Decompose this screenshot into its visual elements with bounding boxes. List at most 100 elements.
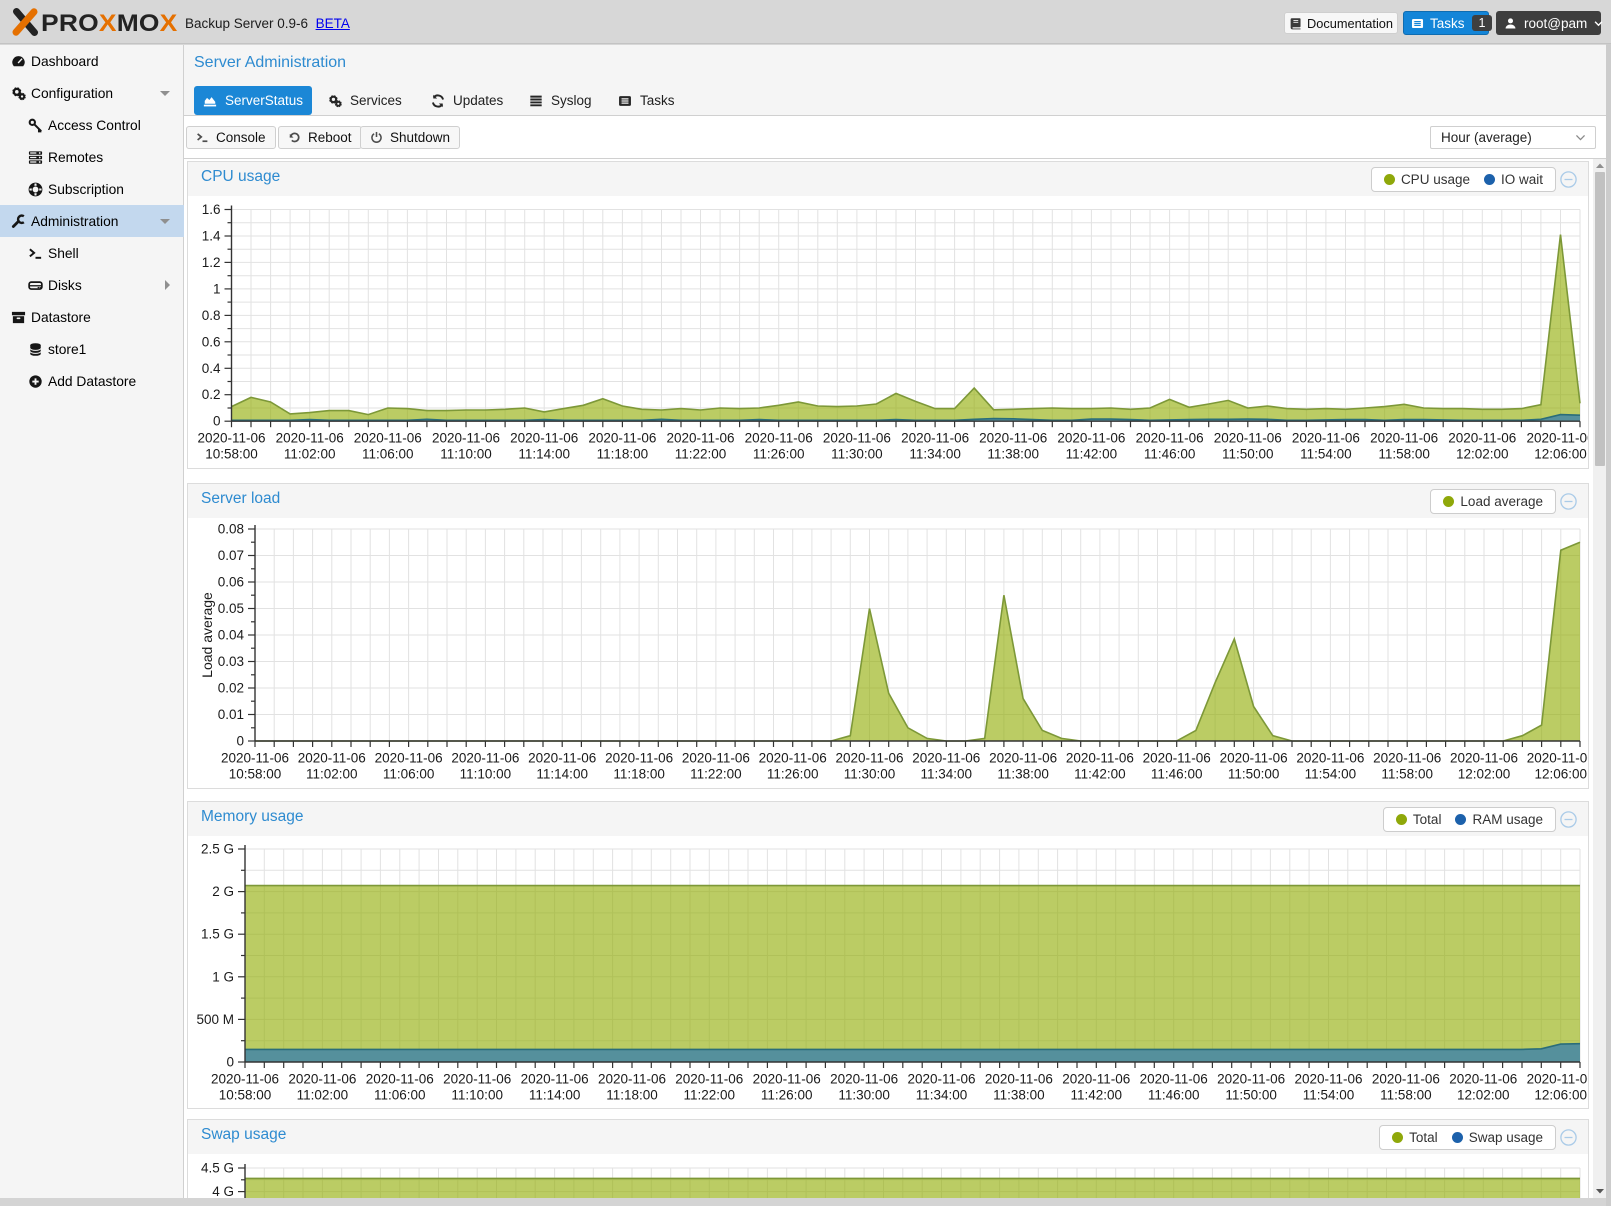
svg-text:11:34:00: 11:34:00 xyxy=(909,447,961,462)
svg-text:10:58:00: 10:58:00 xyxy=(205,447,258,462)
svg-text:2020-11-06: 2020-11-06 xyxy=(588,431,656,446)
svg-text:2020-11-06: 2020-11-06 xyxy=(521,1072,589,1087)
svg-text:11:18:00: 11:18:00 xyxy=(606,1088,658,1103)
svg-text:0.8: 0.8 xyxy=(202,308,221,323)
svg-text:0.06: 0.06 xyxy=(218,575,244,590)
svg-text:2020-11-06: 2020-11-06 xyxy=(221,751,289,766)
svg-text:0.02: 0.02 xyxy=(218,681,244,696)
svg-text:2020-11-06: 2020-11-06 xyxy=(901,431,969,446)
svg-text:11:10:00: 11:10:00 xyxy=(460,767,512,782)
svg-text:2020-11-06: 2020-11-06 xyxy=(1526,431,1588,446)
svg-text:2020-11-06: 2020-11-06 xyxy=(298,751,366,766)
svg-text:2020-11-06: 2020-11-06 xyxy=(1292,431,1360,446)
svg-text:1: 1 xyxy=(213,281,221,296)
svg-text:2020-11-06: 2020-11-06 xyxy=(979,431,1047,446)
svg-text:11:58:00: 11:58:00 xyxy=(1378,447,1430,462)
svg-text:0.08: 0.08 xyxy=(218,522,244,537)
svg-text:0.03: 0.03 xyxy=(218,654,244,669)
svg-text:11:02:00: 11:02:00 xyxy=(297,1088,349,1103)
svg-text:0: 0 xyxy=(226,1055,234,1070)
svg-text:1.6: 1.6 xyxy=(202,202,221,217)
svg-text:2020-11-06: 2020-11-06 xyxy=(830,1072,898,1087)
svg-text:12:06:00: 12:06:00 xyxy=(1534,1088,1587,1103)
svg-text:2020-11-06: 2020-11-06 xyxy=(1062,1072,1130,1087)
svg-text:2020-11-06: 2020-11-06 xyxy=(528,751,596,766)
svg-text:11:22:00: 11:22:00 xyxy=(684,1088,736,1103)
svg-text:2020-11-06: 2020-11-06 xyxy=(432,431,500,446)
svg-text:2020-11-06: 2020-11-06 xyxy=(682,751,750,766)
svg-text:2020-11-06: 2020-11-06 xyxy=(675,1072,743,1087)
svg-text:11:06:00: 11:06:00 xyxy=(362,447,414,462)
svg-text:11:10:00: 11:10:00 xyxy=(451,1088,503,1103)
svg-text:0: 0 xyxy=(213,414,221,429)
svg-text:2020-11-06: 2020-11-06 xyxy=(276,431,344,446)
svg-text:0.07: 0.07 xyxy=(218,548,244,563)
svg-text:11:30:00: 11:30:00 xyxy=(838,1088,890,1103)
svg-text:11:54:00: 11:54:00 xyxy=(1303,1088,1355,1103)
svg-text:11:50:00: 11:50:00 xyxy=(1225,1088,1277,1103)
svg-text:11:06:00: 11:06:00 xyxy=(383,767,435,782)
svg-text:11:02:00: 11:02:00 xyxy=(306,767,358,782)
svg-text:11:02:00: 11:02:00 xyxy=(284,447,336,462)
svg-text:2020-11-06: 2020-11-06 xyxy=(759,751,827,766)
svg-text:11:26:00: 11:26:00 xyxy=(761,1088,813,1103)
svg-text:11:42:00: 11:42:00 xyxy=(1074,767,1126,782)
svg-text:2020-11-06: 2020-11-06 xyxy=(1220,751,1288,766)
svg-text:12:02:00: 12:02:00 xyxy=(1456,447,1509,462)
svg-text:11:10:00: 11:10:00 xyxy=(440,447,492,462)
svg-text:11:46:00: 11:46:00 xyxy=(1151,767,1203,782)
svg-text:2020-11-06: 2020-11-06 xyxy=(907,1072,975,1087)
svg-text:11:54:00: 11:54:00 xyxy=(1300,447,1352,462)
svg-text:10:58:00: 10:58:00 xyxy=(229,767,282,782)
svg-text:2020-11-06: 2020-11-06 xyxy=(451,751,519,766)
svg-text:11:18:00: 11:18:00 xyxy=(613,767,665,782)
svg-text:2020-11-06: 2020-11-06 xyxy=(989,751,1057,766)
svg-text:11:46:00: 11:46:00 xyxy=(1148,1088,1200,1103)
svg-text:2020-11-06: 2020-11-06 xyxy=(1448,431,1516,446)
svg-text:2020-11-06: 2020-11-06 xyxy=(1450,751,1518,766)
svg-text:11:18:00: 11:18:00 xyxy=(597,447,649,462)
svg-text:0: 0 xyxy=(236,734,244,749)
svg-text:2020-11-06: 2020-11-06 xyxy=(985,1072,1053,1087)
svg-text:11:42:00: 11:42:00 xyxy=(1066,447,1118,462)
svg-text:2020-11-06: 2020-11-06 xyxy=(211,1072,279,1087)
svg-text:2020-11-06: 2020-11-06 xyxy=(288,1072,356,1087)
svg-text:2020-11-06: 2020-11-06 xyxy=(354,431,422,446)
svg-text:1.2: 1.2 xyxy=(202,255,221,270)
svg-text:2020-11-06: 2020-11-06 xyxy=(1214,431,1282,446)
svg-text:500 M: 500 M xyxy=(196,1012,234,1027)
svg-text:2020-11-06: 2020-11-06 xyxy=(912,751,980,766)
svg-text:0.2: 0.2 xyxy=(202,387,221,402)
svg-text:2020-11-06: 2020-11-06 xyxy=(753,1072,821,1087)
svg-text:2020-11-06: 2020-11-06 xyxy=(605,751,673,766)
svg-text:0.05: 0.05 xyxy=(218,601,244,616)
svg-text:11:46:00: 11:46:00 xyxy=(1144,447,1196,462)
svg-text:2020-11-06: 2020-11-06 xyxy=(835,751,903,766)
svg-text:12:06:00: 12:06:00 xyxy=(1535,767,1588,782)
svg-text:2020-11-06: 2020-11-06 xyxy=(1143,751,1211,766)
svg-text:2020-11-06: 2020-11-06 xyxy=(598,1072,666,1087)
svg-text:2020-11-06: 2020-11-06 xyxy=(366,1072,434,1087)
svg-text:2.5 G: 2.5 G xyxy=(201,842,234,857)
svg-text:0.4: 0.4 xyxy=(202,361,221,376)
svg-text:11:30:00: 11:30:00 xyxy=(831,447,883,462)
svg-text:11:26:00: 11:26:00 xyxy=(767,767,819,782)
svg-text:11:54:00: 11:54:00 xyxy=(1305,767,1357,782)
svg-text:11:42:00: 11:42:00 xyxy=(1071,1088,1123,1103)
svg-text:11:50:00: 11:50:00 xyxy=(1222,447,1274,462)
svg-text:11:34:00: 11:34:00 xyxy=(921,767,973,782)
svg-text:2 G: 2 G xyxy=(212,884,234,899)
svg-text:2020-11-06: 2020-11-06 xyxy=(1136,431,1204,446)
svg-text:2020-11-06: 2020-11-06 xyxy=(197,431,265,446)
svg-text:11:14:00: 11:14:00 xyxy=(536,767,588,782)
svg-text:2020-11-06: 2020-11-06 xyxy=(1140,1072,1208,1087)
svg-text:2020-11-06: 2020-11-06 xyxy=(1296,751,1364,766)
svg-text:11:58:00: 11:58:00 xyxy=(1381,767,1433,782)
svg-text:11:34:00: 11:34:00 xyxy=(916,1088,968,1103)
svg-text:1.5 G: 1.5 G xyxy=(201,927,234,942)
svg-text:2020-11-06: 2020-11-06 xyxy=(666,431,734,446)
svg-text:10:58:00: 10:58:00 xyxy=(219,1088,272,1103)
svg-text:2020-11-06: 2020-11-06 xyxy=(1372,1072,1440,1087)
svg-text:12:06:00: 12:06:00 xyxy=(1534,447,1587,462)
svg-text:11:38:00: 11:38:00 xyxy=(997,767,1049,782)
